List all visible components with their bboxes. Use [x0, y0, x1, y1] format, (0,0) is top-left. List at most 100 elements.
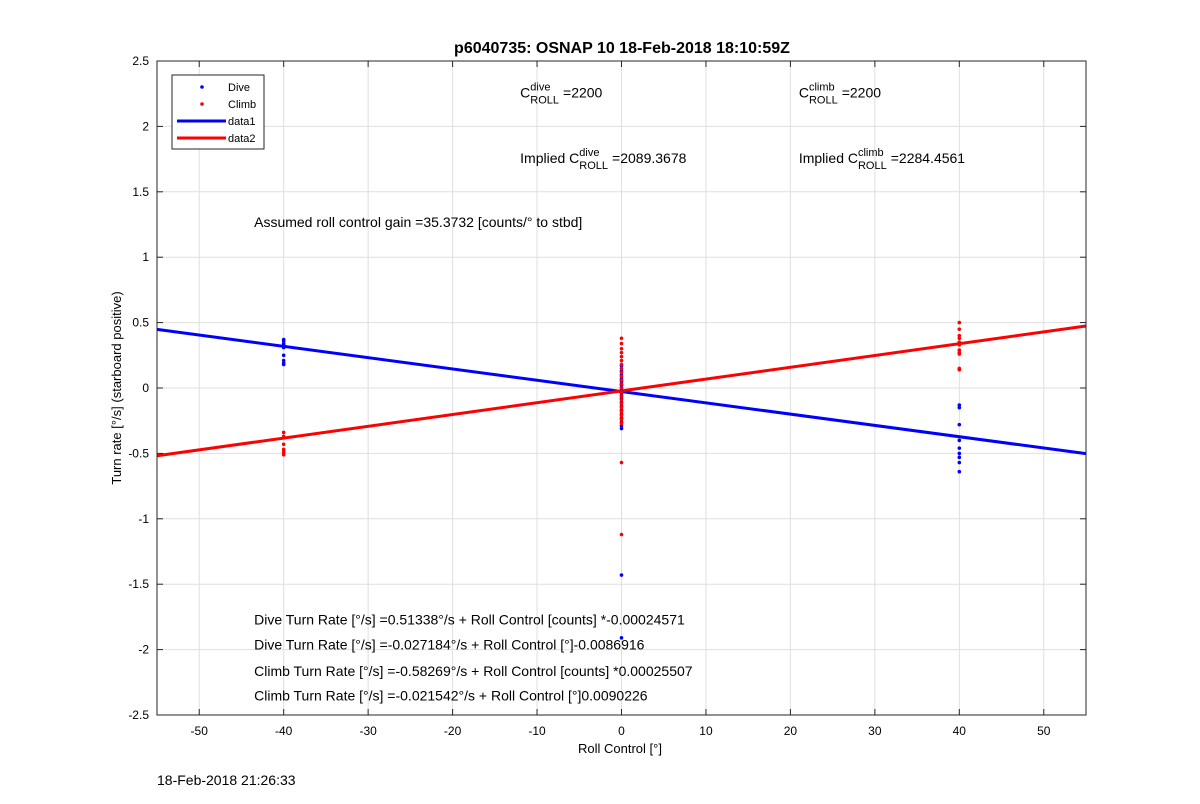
point-dive — [957, 455, 962, 460]
y-tick-label: -1.5 — [128, 577, 149, 591]
annotation-fit4: Climb Turn Rate [°/s] =-0.021542°/s + Ro… — [254, 688, 648, 704]
point-climb — [957, 348, 962, 352]
point-climb — [619, 374, 624, 379]
point-climb — [957, 340, 962, 345]
annotation-sub: ROLL — [530, 95, 559, 107]
point-climb — [957, 327, 962, 331]
point-climb — [619, 405, 624, 410]
point-climb — [281, 434, 286, 439]
point-climb — [957, 367, 962, 372]
point-dive — [957, 460, 962, 465]
point-climb — [957, 320, 962, 325]
annotation-sub: ROLL — [579, 160, 608, 172]
point-climb — [619, 350, 624, 355]
y-tick-label: -2.5 — [128, 708, 149, 722]
point-climb — [957, 352, 962, 356]
point-dive — [619, 426, 624, 431]
point-climb — [619, 336, 624, 341]
point-climb — [619, 370, 624, 375]
x-tick-label: 0 — [618, 724, 625, 738]
annotation-implied-dive: Implied Cdive ROLL =2089.3678 — [520, 147, 686, 172]
point-dive — [957, 438, 962, 443]
point-climb — [957, 343, 962, 347]
ticks: -50 -40 -30 -20 -10 0 10 20 30 40 50-2.5-2-1.5-1-0… — [128, 54, 1086, 738]
annotation-fit1: Dive Turn Rate [°/s] =0.51338°/s + Roll … — [254, 612, 685, 628]
point-dive — [281, 353, 286, 358]
point-dive — [957, 469, 962, 474]
annotation-c-climb: Cclimb ROLL =2200 — [799, 82, 881, 107]
point-dive — [281, 345, 286, 350]
y-tick-label: 1 — [142, 250, 149, 264]
annotation-sub: ROLL — [858, 160, 887, 172]
legend-label: data2 — [228, 133, 256, 145]
point-climb — [281, 450, 286, 454]
point-climb — [619, 354, 624, 359]
legend-label: data1 — [228, 116, 256, 128]
legend-marker-dive — [200, 85, 204, 89]
annotation-implied-climb: Implied Cclimb ROLL =2284.4561 — [799, 147, 965, 172]
annotation-gain: Assumed roll control gain =35.3732 [coun… — [254, 214, 582, 230]
y-tick-label: -0.5 — [128, 446, 149, 460]
annotation-prefix: C — [520, 85, 530, 101]
legend-label: Climb — [228, 99, 256, 111]
annotation-sup: climb — [858, 147, 884, 159]
point-climb — [619, 413, 624, 418]
point-dive — [281, 358, 286, 363]
legend-label: Dive — [228, 82, 250, 94]
point-dive — [957, 405, 962, 410]
y-tick-label: 0 — [142, 381, 149, 395]
point-dive — [619, 424, 624, 428]
y-tick-label: 2.5 — [132, 54, 149, 68]
annotation-fit3: Climb Turn Rate [°/s] =-0.58269°/s + Rol… — [254, 663, 693, 679]
point-dive — [281, 362, 286, 367]
annotation-sub: ROLL — [809, 95, 838, 107]
point-dive — [281, 339, 286, 343]
point-climb — [619, 409, 624, 414]
annotation-suffix: =2200 — [842, 85, 882, 101]
point-dive — [281, 343, 286, 347]
x-tick-label: 50 — [1037, 724, 1051, 738]
y-tick-label: 0.5 — [132, 316, 149, 330]
x-tick-label: 10 — [699, 724, 713, 738]
annotation-c-dive: Cdive ROLL =2200 — [520, 82, 602, 107]
point-climb — [619, 421, 624, 426]
point-climb — [619, 386, 624, 390]
point-climb — [957, 333, 962, 338]
point-climb — [619, 460, 624, 465]
point-climb — [281, 452, 286, 457]
x-tick-label: -30 — [359, 724, 377, 738]
y-axis-label: Turn rate [°/s] (starboard positive) — [109, 291, 124, 484]
annotation-sup: dive — [530, 82, 550, 94]
point-climb — [957, 336, 962, 341]
annotation-fit2: Dive Turn Rate [°/s] =-0.027184°/s + Rol… — [254, 637, 645, 653]
point-climb — [619, 394, 624, 398]
annotation-suffix: =2284.4561 — [891, 150, 966, 166]
x-axis-label: Roll Control [°] — [578, 741, 662, 756]
y-tick-label: -2 — [138, 643, 149, 657]
annotation-suffix: =2200 — [563, 85, 603, 101]
x-tick-label: -50 — [191, 724, 209, 738]
legend[interactable]: Dive Climb data1 data2 — [171, 74, 265, 150]
point-climb — [619, 366, 624, 371]
x-tick-label: 20 — [784, 724, 798, 738]
x-tick-label: -10 — [528, 724, 546, 738]
point-climb — [281, 430, 286, 435]
point-dive — [957, 451, 962, 456]
point-climb — [619, 417, 624, 422]
point-climb — [619, 390, 624, 394]
point-dive — [957, 446, 962, 450]
x-tick-label: -40 — [275, 724, 293, 738]
legend-marker-climb — [200, 102, 204, 106]
annotation-prefix: Implied C — [799, 150, 858, 166]
annotation-sup: climb — [809, 82, 835, 94]
point-climb — [619, 346, 624, 351]
point-dive — [957, 403, 962, 407]
data-points — [281, 320, 962, 640]
y-tick-label: 2 — [142, 119, 149, 133]
point-climb — [281, 447, 286, 452]
y-tick-label: 1.5 — [132, 185, 149, 199]
point-climb — [281, 442, 286, 447]
chart-title: p6040735: OSNAP 10 18-Feb-2018 18:10:59Z — [454, 40, 790, 57]
